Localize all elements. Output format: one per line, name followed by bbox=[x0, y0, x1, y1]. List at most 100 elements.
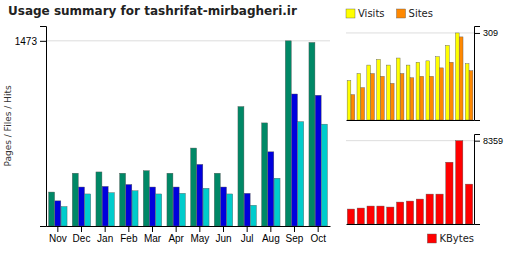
bar bbox=[298, 122, 304, 226]
tick-mark bbox=[474, 33, 480, 34]
tick-mark bbox=[105, 226, 106, 232]
bar bbox=[357, 208, 364, 224]
bar bbox=[268, 152, 274, 226]
bar bbox=[108, 193, 114, 226]
bar bbox=[203, 188, 209, 226]
panel: NovDecJanFebMarAprMayJunJulAugSepOct1473 bbox=[15, 27, 331, 245]
tick-mark bbox=[318, 226, 319, 232]
bar bbox=[357, 74, 361, 120]
y-axis: 309 bbox=[474, 27, 498, 121]
x-tick: Jun bbox=[215, 226, 231, 244]
tick-label: Oct bbox=[310, 233, 326, 244]
bar bbox=[449, 62, 453, 120]
axis-line bbox=[475, 27, 481, 121]
bar bbox=[367, 206, 374, 224]
tick-label: Jan bbox=[97, 233, 113, 244]
bar bbox=[274, 178, 280, 226]
bar bbox=[400, 74, 404, 120]
legend-entry: KBytes bbox=[439, 233, 474, 244]
bar bbox=[315, 95, 321, 226]
bar bbox=[120, 173, 126, 226]
bar bbox=[390, 83, 394, 120]
bar bbox=[96, 172, 102, 226]
legend: VisitsSites bbox=[346, 8, 433, 19]
tick-label: 1473 bbox=[15, 36, 38, 47]
title: Usage summary for tashrifat-mirbagheri.i… bbox=[8, 4, 297, 18]
bar bbox=[126, 185, 132, 226]
axis-line bbox=[40, 27, 47, 227]
chart-root: NovDecJanFebMarAprMayJunJulAugSepOct1473… bbox=[0, 0, 512, 256]
x-tick: May bbox=[190, 226, 209, 244]
bar bbox=[410, 78, 414, 120]
bar bbox=[49, 192, 55, 226]
bar bbox=[55, 201, 61, 226]
y-axis: 1473 bbox=[15, 27, 47, 227]
tick-label: Nov bbox=[49, 233, 67, 244]
bar bbox=[250, 205, 256, 226]
bar bbox=[143, 171, 149, 226]
tick-label: 309 bbox=[483, 28, 498, 38]
bar bbox=[150, 187, 156, 226]
x-tick: Aug bbox=[262, 226, 280, 244]
legend: KBytes bbox=[427, 233, 474, 244]
bar bbox=[446, 45, 450, 120]
bar bbox=[465, 184, 472, 224]
axis-line bbox=[347, 120, 475, 121]
bar bbox=[347, 81, 351, 120]
x-tick: Nov bbox=[49, 226, 67, 244]
bar bbox=[426, 61, 430, 120]
bar bbox=[244, 193, 250, 226]
bar bbox=[262, 123, 268, 226]
legend-swatch bbox=[397, 9, 406, 18]
tick-label: May bbox=[190, 233, 209, 244]
tick-mark bbox=[294, 226, 295, 232]
tick-mark bbox=[40, 41, 46, 42]
bar bbox=[436, 194, 443, 224]
tick-label: Feb bbox=[120, 233, 138, 244]
bar bbox=[347, 209, 354, 224]
bar bbox=[436, 57, 440, 120]
bar bbox=[416, 62, 420, 120]
bar bbox=[102, 186, 108, 226]
bar bbox=[79, 187, 85, 226]
bar bbox=[156, 194, 162, 226]
bar bbox=[173, 187, 179, 226]
bar bbox=[367, 65, 371, 120]
bars bbox=[347, 33, 473, 120]
y-axis-label: Pages / Files / Hits bbox=[3, 85, 13, 167]
bar bbox=[387, 65, 391, 120]
tick-mark bbox=[474, 141, 480, 142]
tick-label: Apr bbox=[168, 233, 184, 244]
bar bbox=[72, 173, 78, 226]
y-tick: 8359 bbox=[474, 136, 503, 146]
bar bbox=[430, 76, 434, 120]
bar bbox=[227, 194, 233, 226]
bar bbox=[167, 173, 173, 226]
x-tick: Mar bbox=[144, 226, 162, 244]
bar bbox=[397, 202, 404, 224]
bar bbox=[238, 107, 244, 226]
axis-line bbox=[475, 135, 481, 225]
panel: 309 bbox=[346, 27, 498, 121]
bar bbox=[292, 94, 298, 226]
bar bbox=[61, 207, 67, 226]
tick-label: Dec bbox=[73, 233, 91, 244]
x-tick: Oct bbox=[310, 226, 326, 244]
x-axis bbox=[347, 224, 475, 225]
x-axis: NovDecJanFebMarAprMayJunJulAugSepOct bbox=[47, 226, 331, 244]
tick-mark bbox=[57, 226, 58, 232]
tick-label: 8359 bbox=[483, 136, 503, 146]
tick-mark bbox=[270, 226, 271, 232]
bars bbox=[347, 141, 472, 224]
x-tick: Sep bbox=[286, 226, 304, 244]
tick-label: Aug bbox=[262, 233, 280, 244]
y-tick: 309 bbox=[474, 28, 498, 38]
bar bbox=[377, 206, 384, 224]
bar bbox=[197, 164, 203, 226]
bar bbox=[440, 68, 444, 120]
legend-swatch bbox=[346, 9, 355, 18]
tick-label: Sep bbox=[286, 233, 304, 244]
tick-label: Mar bbox=[144, 233, 162, 244]
grid-line bbox=[346, 32, 474, 33]
tick-mark bbox=[128, 226, 129, 232]
